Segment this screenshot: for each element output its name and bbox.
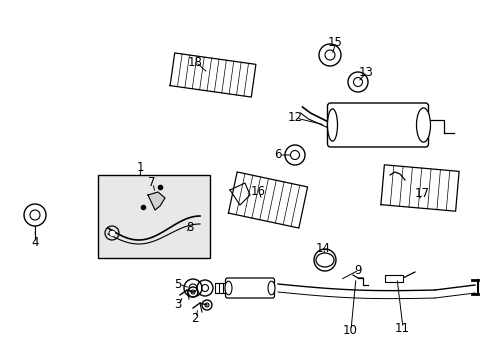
Polygon shape xyxy=(148,192,164,210)
Polygon shape xyxy=(380,165,458,211)
Text: 6: 6 xyxy=(274,148,281,162)
Polygon shape xyxy=(229,183,249,205)
Text: 11: 11 xyxy=(394,321,408,334)
Text: 8: 8 xyxy=(186,221,193,234)
Text: 2: 2 xyxy=(191,311,198,324)
Polygon shape xyxy=(170,53,255,97)
Text: 13: 13 xyxy=(358,66,373,78)
Text: 9: 9 xyxy=(353,264,361,276)
Text: 16: 16 xyxy=(250,185,265,198)
FancyBboxPatch shape xyxy=(225,278,274,298)
Text: 3: 3 xyxy=(174,298,182,311)
Ellipse shape xyxy=(315,253,333,267)
Ellipse shape xyxy=(416,108,429,142)
Text: 1: 1 xyxy=(136,162,143,175)
Text: 17: 17 xyxy=(414,188,428,201)
Bar xyxy=(98,175,209,258)
Polygon shape xyxy=(228,172,307,228)
Ellipse shape xyxy=(224,281,231,295)
Text: 15: 15 xyxy=(327,36,342,49)
Bar xyxy=(384,275,402,282)
Text: 10: 10 xyxy=(342,324,357,337)
Ellipse shape xyxy=(267,281,274,295)
FancyBboxPatch shape xyxy=(327,103,427,147)
Text: 4: 4 xyxy=(31,237,39,249)
Text: 18: 18 xyxy=(187,55,202,68)
Ellipse shape xyxy=(327,109,337,141)
Text: 12: 12 xyxy=(287,112,302,125)
Text: 14: 14 xyxy=(315,242,330,255)
Text: 7: 7 xyxy=(148,176,156,189)
Text: 5: 5 xyxy=(174,278,182,291)
